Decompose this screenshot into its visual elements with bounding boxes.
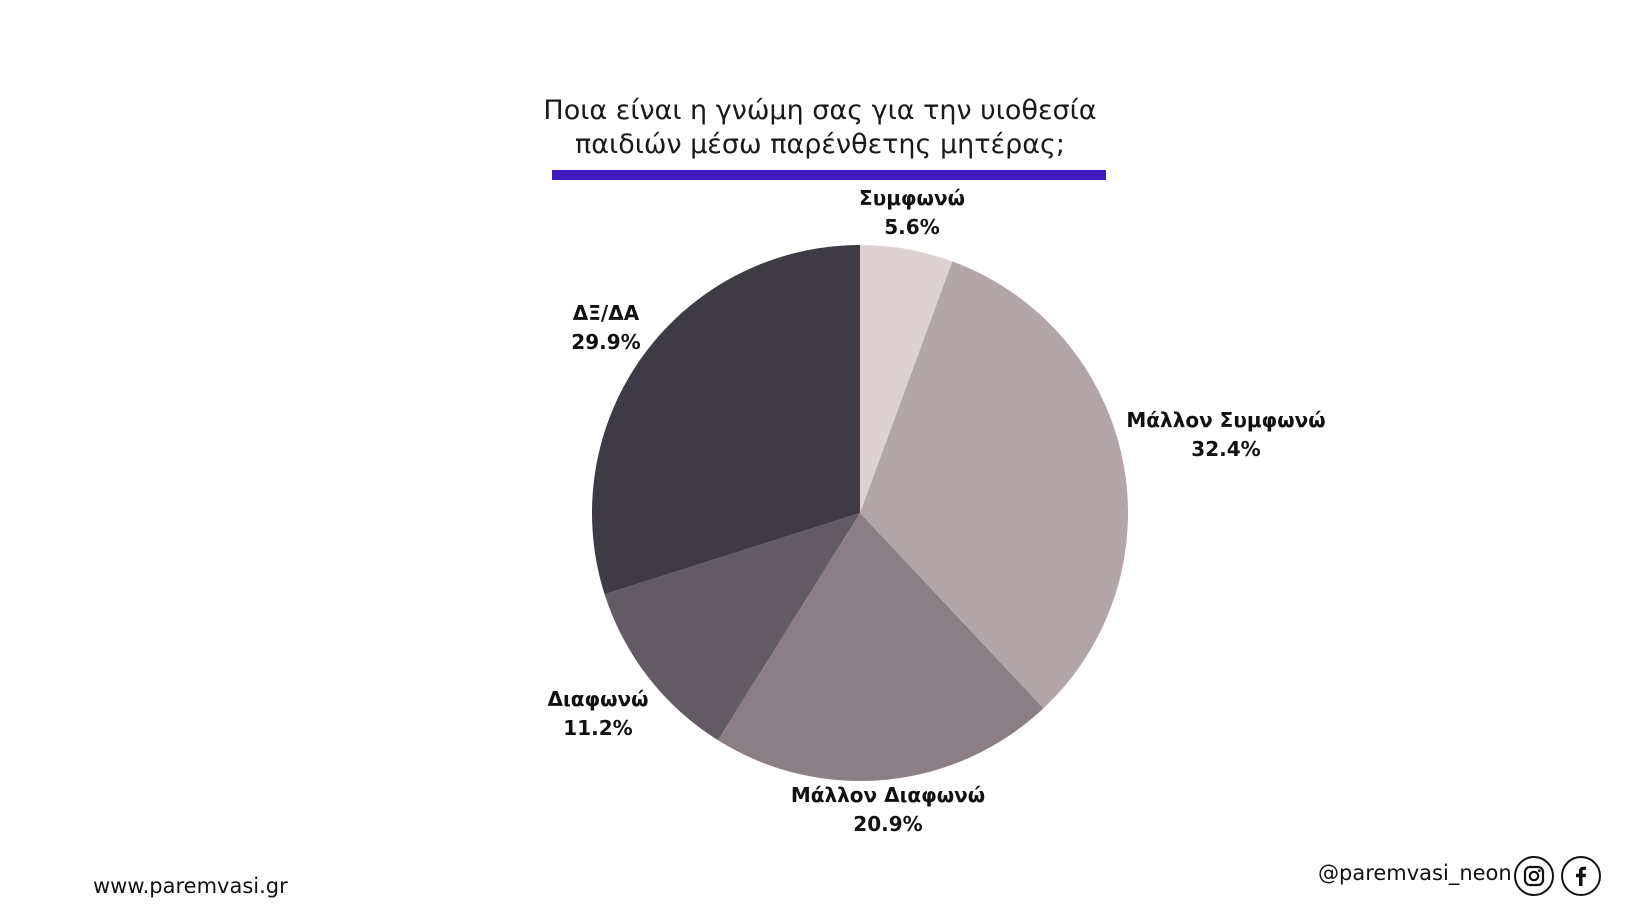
instagram-icon[interactable]: [1514, 856, 1554, 896]
slice-label: Μάλλον Διαφωνώ: [791, 783, 985, 807]
slice-label: Μάλλον Συμφωνώ: [1126, 408, 1325, 432]
pie-slice: [592, 245, 860, 595]
slice-value-label: 5.6%: [884, 215, 939, 239]
slice-value-label: 11.2%: [563, 716, 632, 740]
slice-value-label: 20.9%: [853, 812, 922, 836]
slice-value-label: 29.9%: [571, 330, 640, 354]
pie-slice: [860, 245, 953, 513]
pie-slice: [717, 513, 1044, 781]
website-link[interactable]: www.paremvasi.gr: [93, 874, 288, 898]
chart-title-line-2: παιδιών μέσω παρένθετης μητέρας;: [575, 129, 1065, 160]
social-handle[interactable]: @paremvasi_neon: [1318, 861, 1512, 885]
pie-slice: [604, 513, 860, 741]
chart-title: Ποια είναι η γνώμη σας για την υιοθεσία …: [520, 94, 1120, 162]
slice-label: Συμφωνώ: [859, 186, 965, 210]
facebook-icon[interactable]: [1561, 856, 1601, 896]
slice-label: Διαφωνώ: [547, 687, 648, 711]
title-underline-bar: [552, 170, 1106, 180]
pie-labels: Συμφωνώ 5.6% Μάλλον Συμφωνώ 32.4% Μάλλον Δια…: [547, 186, 1325, 836]
chart-title-line-1: Ποια είναι η γνώμη σας για την υιοθεσία: [543, 95, 1097, 126]
slice-label: ΔΞ/ΔΑ: [573, 301, 640, 325]
pie-slice: [860, 261, 1129, 709]
slice-value-label: 32.4%: [1191, 437, 1260, 461]
pie-slices: [592, 245, 1129, 781]
